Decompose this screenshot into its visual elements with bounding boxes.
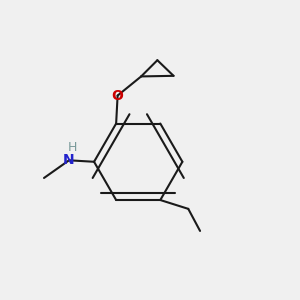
Text: O: O (112, 88, 124, 103)
Text: H: H (68, 141, 77, 154)
Text: N: N (63, 153, 75, 167)
